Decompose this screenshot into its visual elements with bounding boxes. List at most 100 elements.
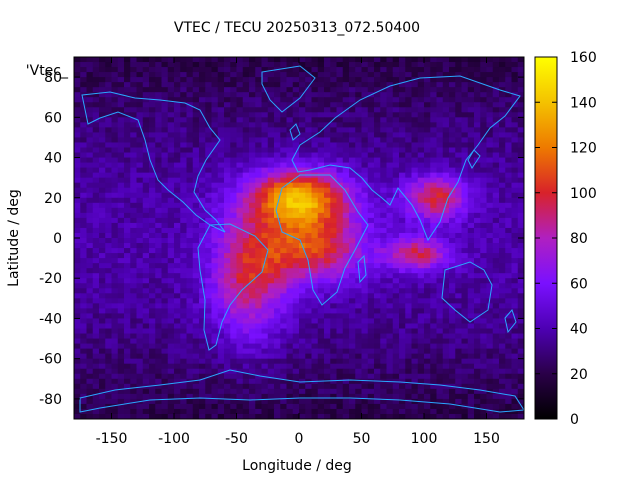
heatmap-cell — [430, 147, 437, 154]
heatmap-cell — [499, 333, 506, 340]
heatmap-cell — [224, 298, 231, 304]
heatmap-cell — [299, 328, 306, 335]
heatmap-cell — [186, 212, 194, 219]
heatmap-cell — [124, 383, 131, 390]
heatmap-cell — [74, 268, 81, 274]
heatmap-cell — [324, 217, 331, 224]
heatmap-cell — [80, 333, 87, 340]
heatmap-cell — [311, 207, 319, 214]
heatmap-cell — [386, 212, 394, 219]
heatmap-cell — [436, 227, 444, 234]
heatmap-cell — [474, 333, 481, 340]
heatmap-cell — [486, 82, 494, 88]
heatmap-cell — [505, 323, 512, 329]
heatmap-cell — [399, 157, 406, 164]
heatmap-cell — [149, 278, 156, 284]
heatmap-cell — [492, 398, 500, 405]
heatmap-cell — [442, 258, 450, 264]
heatmap-cell — [324, 393, 331, 400]
heatmap-cell — [324, 238, 331, 244]
heatmap-cell — [367, 162, 375, 169]
heatmap-cell — [392, 398, 400, 405]
heatmap-cell — [511, 127, 519, 133]
heatmap-cell — [211, 283, 219, 289]
heatmap-cell — [430, 87, 437, 93]
heatmap-cell — [192, 268, 200, 274]
heatmap-cell — [374, 383, 381, 390]
heatmap-cell — [80, 273, 87, 279]
heatmap-cell — [449, 368, 456, 375]
heatmap-cell — [311, 92, 319, 98]
heatmap-cell — [349, 172, 356, 179]
heatmap-cell — [86, 238, 94, 244]
heatmap-cell — [286, 167, 294, 174]
heatmap-cell — [74, 207, 81, 214]
heatmap-cell — [161, 67, 169, 73]
heatmap-cell — [311, 318, 319, 324]
heatmap-cell — [311, 348, 319, 355]
heatmap-cell — [517, 383, 524, 390]
heatmap-cell — [192, 398, 200, 405]
heatmap-cell — [130, 348, 137, 355]
heatmap-cell — [392, 187, 400, 194]
heatmap-cell — [180, 82, 187, 88]
heatmap-cell — [149, 122, 156, 128]
heatmap-cell — [405, 293, 412, 299]
heatmap-cell — [480, 167, 487, 174]
heatmap-cell — [311, 122, 319, 128]
heatmap-cell — [505, 358, 512, 365]
heatmap-cell — [255, 102, 262, 108]
heatmap-cell — [324, 102, 331, 108]
heatmap-cell — [330, 207, 337, 214]
heatmap-cell — [111, 122, 119, 128]
heatmap-cell — [242, 258, 250, 264]
heatmap-cell — [436, 348, 444, 355]
heatmap-cell — [186, 217, 194, 224]
heatmap-cell — [74, 338, 81, 345]
heatmap-cell — [399, 57, 406, 63]
heatmap-cell — [330, 298, 337, 304]
heatmap-cell — [436, 87, 444, 93]
heatmap-cell — [217, 378, 225, 385]
heatmap-cell — [336, 373, 344, 380]
heatmap-cell — [449, 353, 456, 360]
heatmap-cell — [330, 197, 337, 204]
heatmap-cell — [74, 212, 81, 219]
heatmap-cell — [417, 258, 425, 264]
heatmap-cell — [399, 363, 406, 370]
heatmap-cell — [92, 157, 100, 164]
heatmap-cell — [355, 378, 362, 385]
heatmap-cell — [367, 72, 375, 78]
heatmap-cell — [105, 363, 112, 370]
heatmap-cell — [92, 263, 100, 269]
heatmap-cell — [167, 82, 175, 88]
heatmap-cell — [86, 117, 94, 123]
heatmap-cell — [292, 268, 300, 274]
heatmap-cell — [324, 82, 331, 88]
heatmap-cell — [324, 147, 331, 154]
heatmap-cell — [486, 263, 494, 269]
heatmap-cell — [305, 268, 312, 274]
heatmap-cell — [480, 77, 487, 83]
heatmap-cell — [355, 323, 362, 329]
heatmap-cell — [480, 157, 487, 164]
heatmap-cell — [349, 147, 356, 154]
heatmap-cell — [124, 308, 131, 314]
heatmap-cell — [211, 358, 219, 365]
heatmap-cell — [261, 202, 269, 209]
heatmap-cell — [274, 112, 281, 118]
heatmap-cell — [274, 313, 281, 319]
heatmap-cell — [436, 207, 444, 214]
heatmap-cell — [455, 67, 462, 73]
heatmap-cell — [430, 112, 437, 118]
heatmap-cell — [380, 358, 387, 365]
heatmap-cell — [430, 313, 437, 319]
heatmap-cell — [399, 137, 406, 143]
heatmap-cell — [74, 162, 81, 169]
heatmap-cell — [486, 67, 494, 73]
heatmap-cell — [142, 217, 150, 224]
heatmap-cell — [255, 363, 262, 370]
heatmap-cell — [511, 57, 519, 63]
heatmap-cell — [474, 268, 481, 274]
heatmap-cell — [330, 157, 337, 164]
